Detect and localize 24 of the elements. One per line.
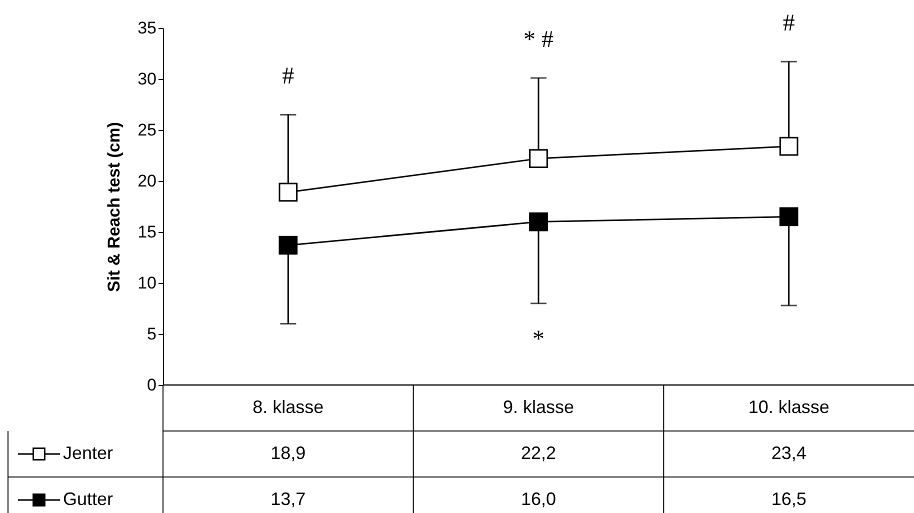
y-tick-label: 35: [138, 18, 156, 38]
y-tick-label: 0: [147, 376, 156, 394]
y-tick-label: 10: [138, 274, 156, 292]
data-label: 18,9: [270, 443, 306, 463]
x-tick-label: 10. klasse: [748, 397, 830, 417]
data-label: 22,2: [520, 443, 556, 463]
x-tick-label: 8. klasse: [252, 397, 324, 417]
legend-label: Gutter: [63, 489, 114, 509]
x-tick-label: 9. klasse: [502, 397, 574, 417]
data-label: 16,0: [520, 489, 556, 509]
y-tick-label: 25: [138, 120, 156, 140]
annotation: #: [282, 64, 294, 90]
y-tick-label: 20: [138, 172, 156, 190]
data-label: 16,5: [771, 489, 806, 509]
y-axis-title: Sit & Reach test (cm): [104, 122, 124, 292]
y-tick-label: 30: [138, 70, 156, 88]
annotation: #: [782, 10, 795, 37]
annotation: *: [532, 326, 544, 352]
y-tick-label: 15: [138, 222, 156, 242]
data-label: 13,7: [270, 489, 306, 509]
legend-label: Jenter: [63, 443, 114, 463]
y-tick-label: 5: [147, 324, 156, 344]
annotation: * #: [524, 26, 554, 53]
data-label: 23,4: [771, 443, 806, 463]
